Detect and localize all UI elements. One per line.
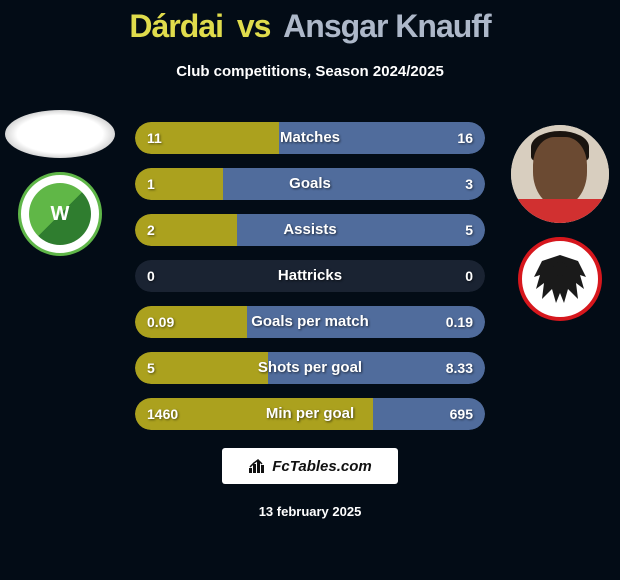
club1-letter: W [29, 183, 91, 245]
stat-row: 0.090.19Goals per match [135, 306, 485, 338]
brand-logo[interactable]: FcTables.com [222, 448, 398, 484]
stat-label: Shots per goal [135, 352, 485, 384]
stat-row: 13Goals [135, 168, 485, 200]
stats-area: 1116Matches 13Goals 25Assists 00Hattricks 0.… [135, 122, 485, 444]
stat-row: 1460695Min per goal [135, 398, 485, 430]
stat-label: Assists [135, 214, 485, 246]
player2-name: Ansgar Knauff [283, 8, 490, 44]
stat-row: 1116Matches [135, 122, 485, 154]
stat-row: 58.33Shots per goal [135, 352, 485, 384]
footer-date: 13 february 2025 [0, 504, 620, 519]
comparison-header: Dárdai vs Ansgar Knauff Club competition… [0, 0, 620, 80]
club1-logo: W [18, 172, 102, 256]
stat-row: 25Assists [135, 214, 485, 246]
player1-avatar [5, 110, 115, 158]
player1-name: Dárdai [129, 8, 223, 44]
stat-label: Hattricks [135, 260, 485, 292]
avatar-face-icon [511, 125, 609, 223]
chart-icon [248, 458, 266, 474]
left-column: W [5, 110, 115, 256]
brand-text: FcTables.com [272, 458, 371, 475]
stat-label: Goals per match [135, 306, 485, 338]
subtitle: Club competitions, Season 2024/2025 [0, 63, 620, 80]
vs-label: vs [237, 8, 271, 44]
player2-avatar [511, 125, 609, 223]
stat-row: 00Hattricks [135, 260, 485, 292]
stat-label: Min per goal [135, 398, 485, 430]
stat-label: Goals [135, 168, 485, 200]
stat-label: Matches [135, 122, 485, 154]
eagle-icon [530, 251, 590, 307]
right-column [505, 125, 615, 321]
club2-logo [518, 237, 602, 321]
page-title: Dárdai vs Ansgar Knauff [0, 8, 620, 45]
